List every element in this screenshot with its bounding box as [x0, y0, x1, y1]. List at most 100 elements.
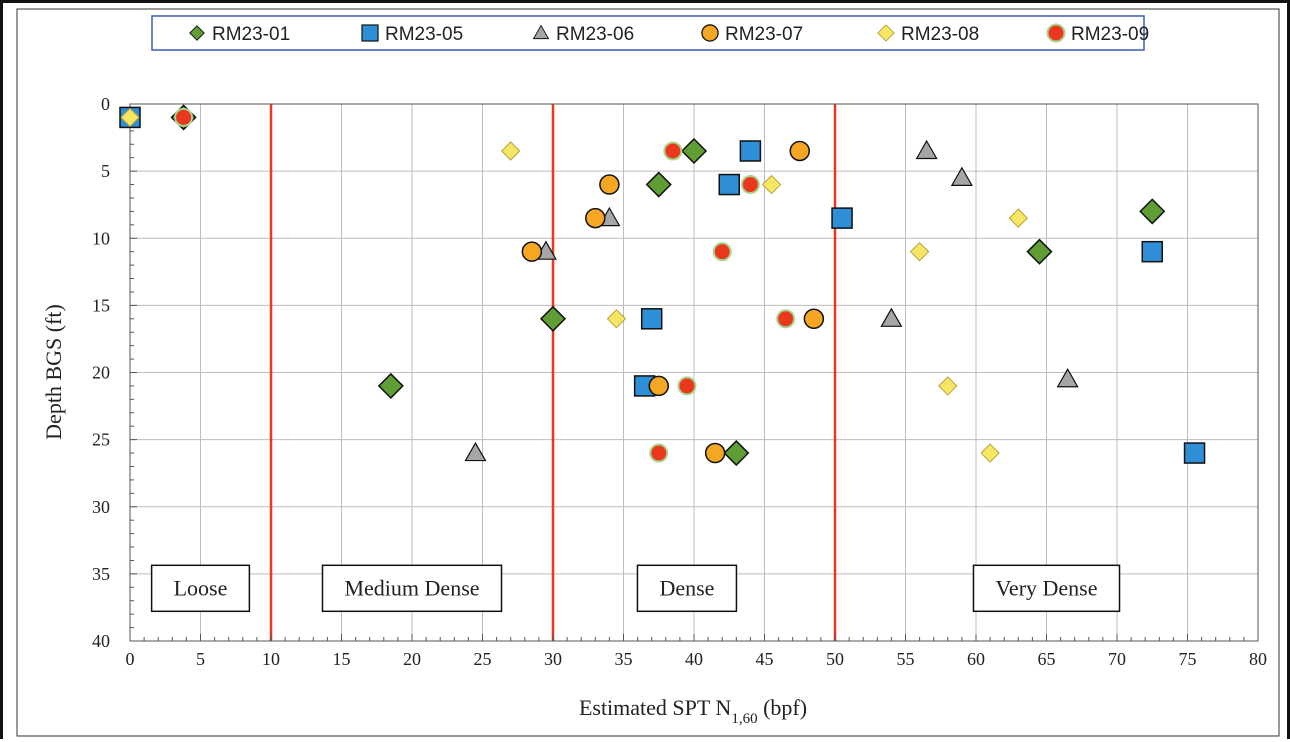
- x-tick-label: 65: [1038, 649, 1056, 669]
- legend-marker: [701, 24, 719, 42]
- data-point: [880, 307, 903, 327]
- x-tick-label: 20: [403, 649, 421, 669]
- data-point: [645, 171, 672, 198]
- data-point: [803, 308, 825, 330]
- data-point: [120, 107, 140, 128]
- legend-item: RM23-09: [1046, 23, 1149, 45]
- legend-marker: [1046, 23, 1066, 43]
- legend-label: RM23-01: [212, 24, 290, 45]
- x-tick-label: 75: [1179, 649, 1197, 669]
- data-point: [521, 241, 543, 262]
- zone-label: Very Dense: [972, 564, 1121, 613]
- data-point: [606, 309, 627, 329]
- x-tick-label: 40: [685, 649, 703, 669]
- series-rm23-07: [521, 140, 825, 464]
- data-point: [740, 175, 760, 195]
- data-point: [1139, 198, 1166, 225]
- x-tick-label: 0: [126, 649, 135, 669]
- y-tick-label: 5: [101, 161, 110, 181]
- legend-item: RM23-06: [532, 24, 634, 45]
- legend-marker: [361, 24, 379, 42]
- data-point: [938, 376, 958, 396]
- data-point: [915, 139, 938, 160]
- series-rm23-09: [174, 107, 796, 463]
- x-tick-label: 50: [826, 649, 844, 669]
- y-tick-label: 10: [92, 228, 110, 248]
- data-point: [649, 443, 669, 463]
- legend-label: RM23-06: [556, 24, 634, 45]
- x-tick-label: 45: [756, 649, 774, 669]
- series-rm23-08: [120, 107, 1029, 463]
- y-tick-label: 15: [92, 295, 110, 315]
- x-tick-label: 10: [262, 649, 280, 669]
- legend-marker: [877, 24, 895, 42]
- data-point: [1026, 238, 1053, 265]
- y-axis-title: Depth BGS (ft): [41, 304, 66, 440]
- data-point: [723, 439, 750, 467]
- zone-text: Dense: [659, 575, 714, 600]
- data-point: [1141, 240, 1163, 263]
- data-point: [174, 107, 194, 127]
- x-tick-label: 80: [1249, 649, 1267, 669]
- x-tick-label: 55: [897, 649, 915, 669]
- zone-label: Loose: [150, 564, 251, 613]
- density-thresholds: [269, 104, 837, 641]
- data-point: [648, 375, 669, 397]
- zone-box: [321, 564, 503, 613]
- x-tick-label: 70: [1108, 649, 1126, 669]
- x-tick-label: 15: [333, 649, 351, 669]
- zone-text: Loose: [174, 575, 228, 600]
- data-point: [377, 372, 404, 399]
- x-tick-label: 5: [196, 649, 205, 669]
- legend-item: RM23-01: [189, 24, 290, 45]
- y-tick-label: 40: [92, 631, 110, 651]
- data-point: [739, 140, 762, 162]
- data-point: [539, 305, 567, 332]
- legend-box: [151, 15, 1145, 51]
- data-point: [599, 174, 620, 195]
- data-point: [680, 137, 708, 165]
- legend-item: RM23-05: [361, 24, 463, 45]
- data-point: [640, 308, 663, 330]
- data-point: [712, 242, 732, 262]
- data-point: [500, 141, 521, 161]
- data-point: [761, 174, 782, 195]
- legend-label: RM23-08: [901, 24, 979, 45]
- data-point: [677, 376, 697, 396]
- y-tick-label: 30: [92, 497, 110, 517]
- zone-label: Medium Dense: [321, 564, 503, 613]
- zone-text: Very Dense: [995, 575, 1097, 600]
- data-point: [464, 441, 487, 462]
- axes: 0 5 10 15 20 25 30 35 40 45 50 55 60 65 70 75 80 0 5 10 15 20…: [92, 94, 1267, 669]
- zone-box: [150, 564, 251, 613]
- x-tick-label: 60: [967, 649, 985, 669]
- data-point: [1183, 442, 1206, 464]
- data-point: [776, 309, 796, 329]
- legend-marker: [189, 25, 205, 41]
- legend-item: RM23-08: [877, 24, 979, 45]
- data-point: [789, 140, 810, 162]
- y-tick-label: 35: [92, 564, 110, 584]
- x-axis-title: Estimated SPT N1,60 (bpf): [579, 695, 807, 727]
- density-zones: Loose Medium Dense Dense Very Dense: [150, 564, 1121, 613]
- data-point: [1056, 368, 1079, 388]
- data-point: [1008, 208, 1029, 228]
- zone-box: [972, 564, 1121, 613]
- x-tick-label: 35: [615, 649, 633, 669]
- y-tick-label: 25: [92, 430, 110, 450]
- y-tick-label: 0: [101, 94, 110, 114]
- data-point: [718, 173, 740, 196]
- x-tick-label: 25: [474, 649, 492, 669]
- zone-text: Medium Dense: [344, 575, 479, 600]
- data-point: [950, 166, 973, 186]
- zone-box: [636, 564, 738, 613]
- legend-label: RM23-09: [1071, 24, 1149, 45]
- x-tick-label: 30: [544, 649, 562, 669]
- series-rm23-05: [119, 106, 1206, 464]
- data-point: [909, 241, 930, 262]
- legend-label: RM23-05: [385, 24, 463, 45]
- data-point: [585, 207, 606, 229]
- legend-item: RM23-07: [701, 24, 803, 45]
- data-point: [704, 442, 726, 464]
